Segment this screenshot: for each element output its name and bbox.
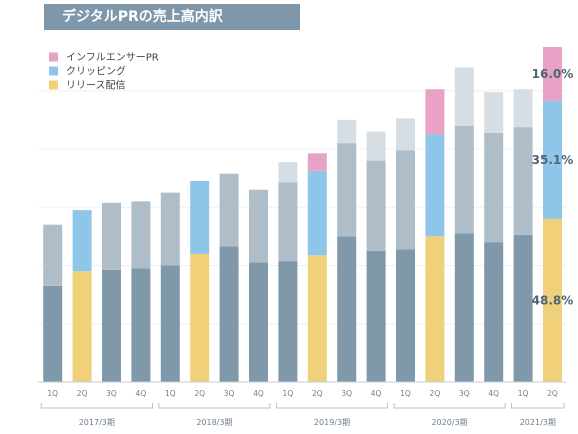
- grid-lines: [38, 90, 566, 325]
- x-tick-label: 4Q: [136, 389, 147, 398]
- bar-segment-release: [307, 255, 327, 382]
- bar-segment-clipping: [513, 127, 533, 235]
- bar-segment-influencer: [337, 119, 357, 144]
- bar-segment-influencer: [425, 89, 445, 135]
- period-bracket: [158, 403, 271, 409]
- bar-segment-clipping: [102, 202, 121, 270]
- x-tick-labels: 1Q 2Q 3Q 4Q 1Q 2Q 3Q 4Q 1Q 2Q 3Q 4Q 1Q 2Q 3Q 4Q 1Q 2Q: [47, 389, 558, 398]
- legend-swatch: [49, 80, 58, 90]
- bar-segment-release: [278, 261, 298, 382]
- x-tick-label: 3Q: [106, 389, 117, 398]
- bar-segment-release: [219, 246, 239, 382]
- x-tick-label: 1Q: [518, 389, 529, 398]
- x-tick-label: 3Q: [224, 389, 235, 398]
- bars: [43, 47, 562, 382]
- bar-segment-clipping: [337, 143, 357, 237]
- x-tick-label: 4Q: [371, 389, 382, 398]
- x-tick-label: 1Q: [283, 389, 294, 398]
- bar-segment-release: [425, 236, 445, 382]
- percent-annotations: 16.0% 35.1% 48.8%: [532, 67, 574, 307]
- legend-label: インフルエンサーPR: [66, 52, 159, 64]
- period-label: 2020/3期: [432, 418, 468, 427]
- bar-segment-clipping: [425, 134, 445, 237]
- period-label: 2021/3期: [520, 418, 556, 427]
- x-tick-label: 4Q: [488, 389, 499, 398]
- bar-segment-release: [513, 234, 533, 382]
- bar-segment-release: [43, 285, 63, 382]
- period-bracket: [275, 403, 389, 409]
- bar-segment-influencer: [278, 162, 298, 183]
- x-tick-label: 2Q: [194, 389, 205, 398]
- chart-title: デジタルPRの売上高内訳: [44, 4, 300, 30]
- x-tick-label: 1Q: [400, 389, 411, 398]
- x-tick-label: 1Q: [47, 389, 58, 398]
- bar-segment-release: [131, 268, 151, 382]
- bar-segment-release: [249, 262, 268, 382]
- legend-label: クリッピング: [66, 65, 126, 78]
- bar-segment-clipping: [190, 181, 210, 254]
- bar-segment-clipping: [72, 210, 92, 272]
- x-tick-label: 3Q: [459, 389, 470, 398]
- bar-segment-clipping: [484, 132, 504, 243]
- period-label: 2019/3期: [314, 418, 350, 427]
- legend-swatch: [49, 66, 58, 76]
- percent-annotation: 35.1%: [532, 153, 574, 167]
- percent-annotation: 48.8%: [532, 293, 574, 307]
- bar-segment-release: [366, 250, 386, 382]
- bar-segment-clipping: [543, 100, 562, 219]
- x-tick-label: 1Q: [165, 389, 176, 398]
- bar-segment-clipping: [454, 125, 474, 234]
- period-label: 2018/3期: [196, 418, 232, 427]
- bar-segment-clipping: [219, 173, 239, 247]
- bar-segment-release: [337, 236, 357, 382]
- x-tick-label: 3Q: [341, 389, 352, 398]
- bar-segment-release: [190, 253, 210, 382]
- bar-segment-clipping: [307, 170, 327, 256]
- period-bracket: [40, 403, 153, 409]
- bar-segment-influencer: [513, 89, 533, 128]
- bar-segment-influencer: [543, 47, 562, 101]
- bar-segment-clipping: [249, 189, 268, 263]
- bar-segment-influencer: [366, 131, 386, 161]
- bar-segment-release: [102, 269, 121, 382]
- bar-segment-influencer: [484, 92, 504, 133]
- bar-segment-clipping: [396, 150, 415, 250]
- bar-segment-clipping: [160, 192, 180, 266]
- percent-annotation: 16.0%: [532, 67, 574, 81]
- bar-segment-release: [543, 218, 562, 382]
- legend-swatch: [49, 52, 58, 62]
- bar-segment-release: [160, 265, 180, 382]
- bar-segment-clipping: [278, 182, 298, 262]
- x-tick-label: 2Q: [77, 389, 88, 398]
- bar-segment-influencer: [396, 118, 415, 151]
- bar-segment-release: [454, 233, 474, 382]
- bar-segment-release: [484, 242, 504, 382]
- x-tick-label: 2Q: [430, 389, 441, 398]
- bar-segment-clipping: [43, 224, 63, 286]
- bar-segment-influencer: [454, 67, 474, 126]
- bar-segment-clipping: [366, 160, 386, 251]
- period-label: 2017/3期: [79, 418, 115, 427]
- period-groups: 2017/3期 2018/3期 2019/3期 2020/3期 2021/3期: [40, 403, 565, 427]
- bar-segment-release: [72, 271, 92, 382]
- period-bracket: [393, 403, 506, 409]
- bar-segment-clipping: [131, 201, 151, 269]
- x-tick-label: 4Q: [253, 389, 264, 398]
- period-bracket: [511, 403, 565, 409]
- x-tick-label: 2Q: [547, 389, 558, 398]
- bar-segment-influencer: [307, 153, 327, 171]
- bar-segment-release: [396, 249, 415, 382]
- x-tick-label: 2Q: [312, 389, 323, 398]
- legend-label: リリース配信: [66, 80, 126, 92]
